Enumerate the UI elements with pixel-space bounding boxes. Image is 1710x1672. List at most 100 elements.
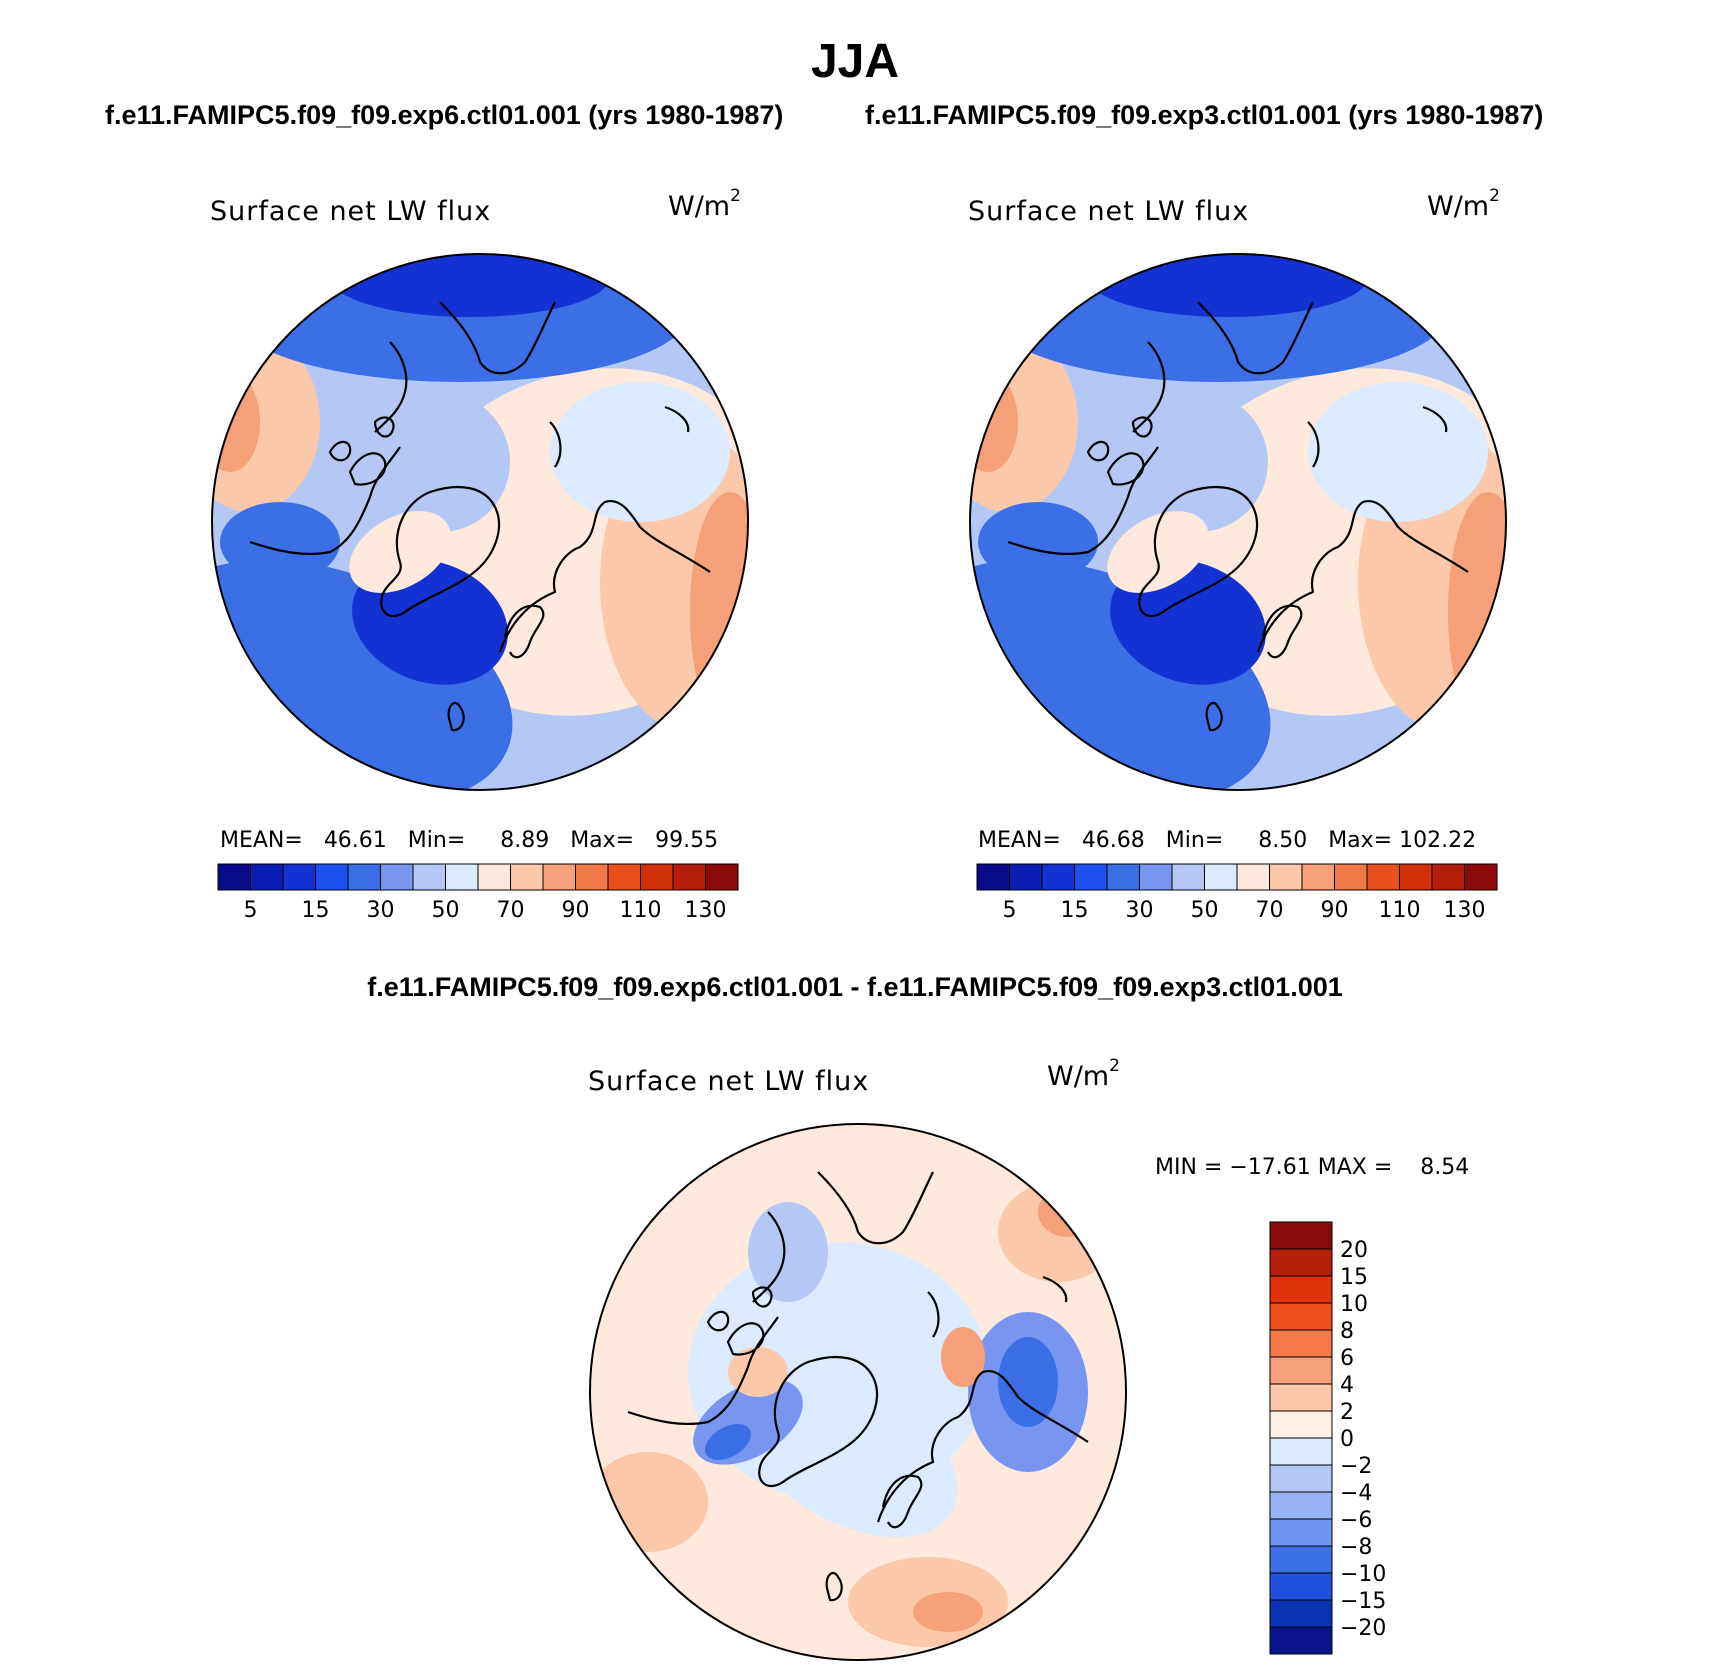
colorbar-box <box>1074 863 1108 891</box>
field-greenland <box>349 511 451 593</box>
case1-units-label: W/m2 <box>668 186 741 222</box>
colorbar-box <box>315 863 349 891</box>
field-warm-east-core <box>690 492 748 732</box>
colorbar-tick-label: 130 <box>685 898 727 923</box>
coastline <box>881 1474 923 1529</box>
coastline <box>328 440 352 462</box>
coastline <box>1197 301 1314 375</box>
field-negative-north <box>748 1202 828 1302</box>
colorbar-box <box>477 863 511 891</box>
field-negative-east-core <box>998 1337 1058 1427</box>
colorbar-box <box>1269 1248 1333 1277</box>
coastline <box>706 1310 730 1332</box>
field-positive-islands <box>728 1347 788 1397</box>
colorbar-tick-label: 90 <box>562 898 590 923</box>
colorbar-box <box>607 863 641 891</box>
case2-title: f.e11.FAMIPC5.f09_f09.exp3.ctl01.001 (yr… <box>865 100 1544 130</box>
colorbar-tick-label: 6 <box>1340 1346 1354 1371</box>
diff-stats: MIN = −17.61 MAX = 8.54 <box>1155 1155 1470 1180</box>
case2-polar-map <box>969 253 1507 791</box>
colorbar-box <box>1366 863 1400 891</box>
map-field <box>590 1124 1126 1660</box>
coastline <box>758 1355 878 1488</box>
colorbar-tick-label: 130 <box>1444 898 1486 923</box>
field-cold-baffin <box>978 502 1098 582</box>
colorbar-box <box>1171 863 1205 891</box>
colorbar-tick-label: 70 <box>1256 898 1284 923</box>
coastline <box>1256 499 1469 653</box>
colorbar-tick-label: 90 <box>1321 898 1349 923</box>
colorbar-tick-label: 110 <box>1379 898 1421 923</box>
coastline <box>1132 341 1166 433</box>
colorbar-box <box>1009 863 1043 891</box>
colorbar-tick-label: −15 <box>1340 1589 1386 1614</box>
colorbar-box <box>347 863 381 891</box>
case1-stats: MEAN= 46.61 Min= 8.89 Max= 99.55 <box>220 828 719 853</box>
case1-variable-label: Surface net LW flux <box>210 196 492 227</box>
colorbar-box <box>1269 1275 1333 1304</box>
coastline <box>374 341 408 433</box>
colorbar-box <box>445 863 479 891</box>
coastline <box>817 1171 934 1245</box>
colorbar-tick-label: 50 <box>1191 898 1219 923</box>
difference-polar-map <box>589 1123 1127 1661</box>
colorbar-box <box>1269 1518 1333 1547</box>
field-pale-region <box>550 382 730 522</box>
case2-stats: MEAN= 46.68 Min= 8.50 Max= 102.22 <box>978 828 1477 853</box>
colorbar-tick-label: 15 <box>1340 1265 1368 1290</box>
colorbar-box <box>705 863 739 891</box>
coastline <box>498 499 711 653</box>
figure-title: JJA <box>810 35 900 88</box>
colorbar-box <box>1464 863 1498 891</box>
map-field <box>970 254 1506 790</box>
colorbar-tick-label: 20 <box>1340 1238 1368 1263</box>
colorbar-box <box>510 863 544 891</box>
coastline <box>664 405 690 433</box>
coastline <box>1042 1275 1068 1303</box>
colorbar-box <box>1236 863 1270 891</box>
field-greenland <box>1107 511 1209 593</box>
colorbar-box <box>1269 1572 1333 1601</box>
colorbar-tick-label: −10 <box>1340 1562 1386 1587</box>
colorbar-box <box>1139 863 1173 891</box>
colorbar-box <box>575 863 609 891</box>
coastline <box>549 421 562 468</box>
colorbar-box <box>672 863 706 891</box>
colorbar-box <box>1301 863 1335 891</box>
coastline <box>439 301 556 375</box>
colorbar-box <box>1269 1437 1333 1466</box>
case1-colorbar: 5 15 30 50 70 90 110 130 <box>217 863 739 923</box>
colorbar-tick-label: 15 <box>302 898 330 923</box>
colorbar-box <box>1204 863 1238 891</box>
colorbar-tick-label: −2 <box>1340 1454 1372 1479</box>
coastline <box>1261 604 1303 659</box>
field-positive-south-core <box>913 1592 983 1632</box>
colorbar-box <box>1269 1599 1333 1628</box>
colorbar-box <box>282 863 316 891</box>
coastline <box>1007 446 1159 556</box>
field-positive-sw <box>590 1452 708 1552</box>
colorbar-box <box>1269 1329 1333 1358</box>
coastline <box>1138 485 1258 618</box>
colorbar-box <box>1269 1383 1333 1412</box>
colorbar-tick-label: 5 <box>244 898 258 923</box>
map-border <box>969 253 1507 791</box>
coastline <box>627 1316 779 1426</box>
coastline <box>503 604 545 659</box>
colorbar-box <box>1399 863 1433 891</box>
colorbar-box <box>1269 1626 1333 1655</box>
coastline <box>825 1571 843 1602</box>
field-negative-greenland-core <box>705 1423 751 1461</box>
colorbar-tick-label: −6 <box>1340 1508 1372 1533</box>
case2-units-label: W/m2 <box>1427 186 1500 222</box>
coastline <box>752 1211 786 1303</box>
field-ocean-center <box>370 392 510 532</box>
diff-units-label: W/m2 <box>1047 1056 1120 1092</box>
colorbar-tick-label: 15 <box>1061 898 1089 923</box>
coastline <box>249 446 401 556</box>
colorbar-box <box>1269 863 1303 891</box>
colorbar-box <box>1269 1464 1333 1493</box>
colorbar-box <box>1269 1545 1333 1574</box>
colorbar-tick-label: 4 <box>1340 1373 1354 1398</box>
